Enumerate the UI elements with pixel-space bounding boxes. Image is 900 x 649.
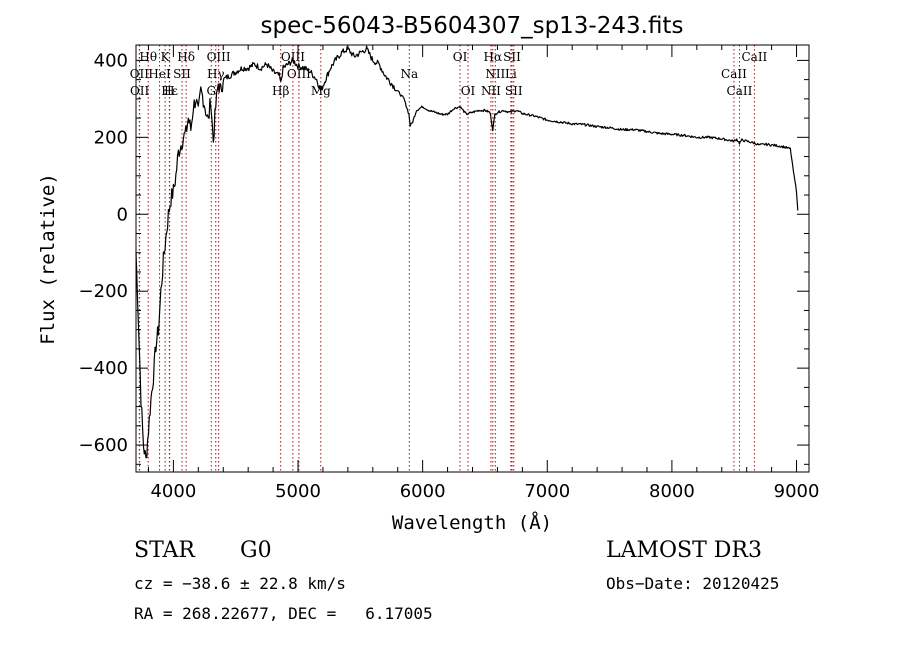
x-tick-label: 6000	[400, 481, 446, 502]
spectral-line-label: Hγ	[207, 67, 225, 81]
spectral-line-markers	[138, 45, 755, 472]
series-group	[135, 45, 799, 459]
spectrum-line	[135, 45, 799, 459]
spectral-line-label: K	[161, 50, 171, 64]
spectral-line-label: NII	[481, 84, 501, 98]
coordinates: RA = 268.22677, DEC = 6.17005	[134, 604, 433, 623]
spectral-line-label: HeI	[148, 67, 171, 81]
observation-date: Obs−Date: 20120425	[606, 574, 780, 593]
spectral-line-label: Hθ	[139, 50, 157, 64]
survey-name: LAMOST DR3	[606, 538, 762, 563]
y-axis-label: Flux (relative)	[37, 173, 59, 345]
spectral-line-label: OIII	[207, 50, 231, 64]
spectral-line-label: G	[206, 84, 216, 98]
object-type: STAR	[134, 538, 195, 563]
spectral-line-label: SII	[503, 50, 521, 64]
x-tick-label: 4000	[150, 481, 196, 502]
x-tick-label: 5000	[275, 481, 321, 502]
spectral-line-label: Hβ	[272, 84, 289, 98]
spectral-line-label: SII	[505, 84, 523, 98]
spectral-line-label: Hε	[161, 84, 178, 98]
y-tick-label: 400	[94, 50, 128, 71]
spectral-line-label: Hα	[484, 50, 503, 64]
spectral-line-label: NII	[485, 67, 505, 81]
spectral-line-label: Li	[505, 67, 517, 81]
spectral-line-label: CaII	[721, 67, 747, 81]
chart-title: spec-56043-B5604307_sp13-243.fits	[261, 13, 684, 39]
spectral-line-label: CaII	[727, 84, 753, 98]
spectral-line-label: OII	[130, 84, 150, 98]
x-axis-ticks: 4000 5000 6000 7000 8000 9000	[147, 45, 820, 502]
spectral-line-label: CaII	[741, 50, 767, 64]
y-tick-label: 0	[117, 204, 128, 225]
spectral-line-label: OII	[130, 67, 150, 81]
spectral-line-label: Na	[400, 67, 418, 81]
x-axis-label: Wavelength (Å)	[392, 511, 552, 534]
x-tick-label: 7000	[524, 481, 570, 502]
spectral-line-label: OI	[453, 50, 468, 64]
y-tick-label: −600	[79, 435, 128, 456]
spectral-line-label: Hδ	[177, 50, 195, 64]
spectral-line-label: H	[164, 84, 174, 98]
spectral-line-label: SII	[173, 67, 191, 81]
y-tick-label: −400	[79, 358, 128, 379]
y-tick-label: 200	[94, 127, 128, 148]
redshift-velocity: cz = −38.6 ± 22.8 km/s	[134, 574, 346, 593]
spectral-line-label: OIII	[287, 67, 311, 81]
y-tick-label: −200	[79, 281, 128, 302]
plot-frame	[135, 44, 810, 473]
y-axis-ticks: −600 −400 −200 0 200 400	[79, 50, 809, 465]
x-tick-label: 9000	[774, 481, 820, 502]
object-subclass: G0	[240, 538, 272, 563]
x-tick-label: 8000	[649, 481, 695, 502]
spectral-line-label: OIII	[281, 50, 305, 64]
spectral-line-label: OI	[461, 84, 476, 98]
